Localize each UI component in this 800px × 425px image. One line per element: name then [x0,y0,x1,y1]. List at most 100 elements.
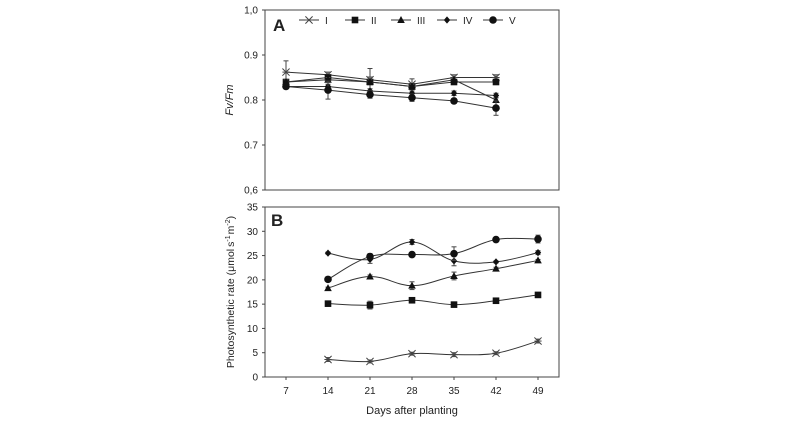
series-I [282,60,500,91]
series-line [285,86,497,109]
y-tick-label: 20 [247,275,259,286]
panel-b-y-ticks: 0 5 10 15 20 25 30 35 [247,203,265,384]
legend-label: II [371,16,377,27]
legend-label: V [509,16,516,27]
series-line [327,241,539,264]
series-line [285,71,496,85]
series-line [285,79,497,101]
data-point-III [366,78,374,85]
data-point-IV [408,89,416,97]
legend-item-III: III [391,16,425,27]
panel-b-x-ticks: 7 14 21 28 35 42 49 [283,377,544,397]
data-point-I [366,357,374,366]
panel-b-label: B [271,211,283,230]
y-tick-label: 5 [252,348,258,359]
legend-marker-II [351,16,359,24]
data-point-IV [324,249,332,257]
panel-a-label: A [273,16,285,35]
legend-label: IV [463,16,473,27]
data-point-II [408,296,416,304]
data-point-II [492,78,500,86]
data-point-V [366,252,374,261]
y-tick-label: 0,6 [244,186,258,197]
legend-item-V: V [483,16,516,27]
panel-b-series [324,234,542,366]
data-point-V [450,97,458,105]
legend-item-II: II [345,16,377,27]
data-point-IV [534,249,542,257]
x-tick-label: 42 [490,386,502,397]
series-II [324,291,542,310]
data-point-II [492,297,500,305]
x-tick-label: 35 [448,386,460,397]
legend-item-I: I [299,16,328,27]
data-point-I [450,350,458,359]
data-point-I [282,68,290,77]
data-point-II [534,291,542,299]
y-tick-label: 30 [247,227,259,238]
x-tick-label: 7 [283,386,289,397]
x-tick-label: 49 [532,386,544,397]
legend-label: III [417,16,425,27]
panel-a-y-ticks: 0,6 0.7 0.8 0.9 1,0 [244,6,265,197]
data-point-I [534,337,542,346]
legend-marker-IV [443,16,451,24]
y-tick-label: 0 [252,373,258,384]
data-point-III [450,271,458,279]
y-tick-label: 15 [247,300,259,311]
x-tick-label: 21 [364,386,376,397]
panel-a-legend: I II III IV V [299,16,516,27]
series-III [324,256,542,292]
y-tick-label: 10 [247,324,259,335]
x-tick-label: 14 [322,386,334,397]
legend-label: I [325,16,328,27]
panel-b-x-axis-label: Days after planting [366,405,458,417]
data-point-III [450,75,458,83]
data-point-V [492,235,500,244]
data-point-V [282,82,290,91]
data-point-III [366,272,374,280]
panel-b-plot-frame [264,206,560,378]
data-point-V [408,93,416,102]
series-line [327,340,539,363]
series-line [327,237,539,280]
panel-a-series [282,60,500,116]
data-point-IV [492,91,500,100]
data-point-III [492,264,500,272]
data-point-II [450,301,458,308]
series-V [282,80,500,116]
y-tick-label: 35 [247,203,259,214]
data-point-V [492,104,500,112]
panel-a-y-axis-label: Fv/Fm [224,84,236,115]
series-I [324,337,542,366]
data-point-III [408,82,416,90]
data-point-V [450,249,458,258]
legend-marker-III [397,16,405,23]
data-point-V [324,275,332,284]
y-tick-label: 0.7 [244,141,258,152]
data-point-I [492,349,500,358]
legend-item-IV: IV [437,16,473,27]
y-tick-label: 0.9 [244,51,258,62]
data-point-III [324,284,332,292]
y-tick-label: 1,0 [244,6,258,17]
legend-marker-V [489,16,497,24]
data-point-IV [492,258,500,266]
data-point-V [366,90,374,99]
data-point-II [324,300,332,307]
legend-marker-I [305,16,313,24]
data-point-IV [450,89,458,97]
data-point-I [408,349,416,358]
data-point-V [408,250,416,259]
x-tick-label: 28 [406,386,418,397]
y-tick-label: 0.8 [244,96,258,107]
data-point-III [534,256,542,264]
data-point-V [534,235,542,243]
data-point-IV [408,238,416,246]
data-point-I [324,355,332,364]
data-point-III [408,281,416,289]
series-line [327,294,539,306]
data-point-II [366,301,374,309]
series-V [324,234,542,284]
